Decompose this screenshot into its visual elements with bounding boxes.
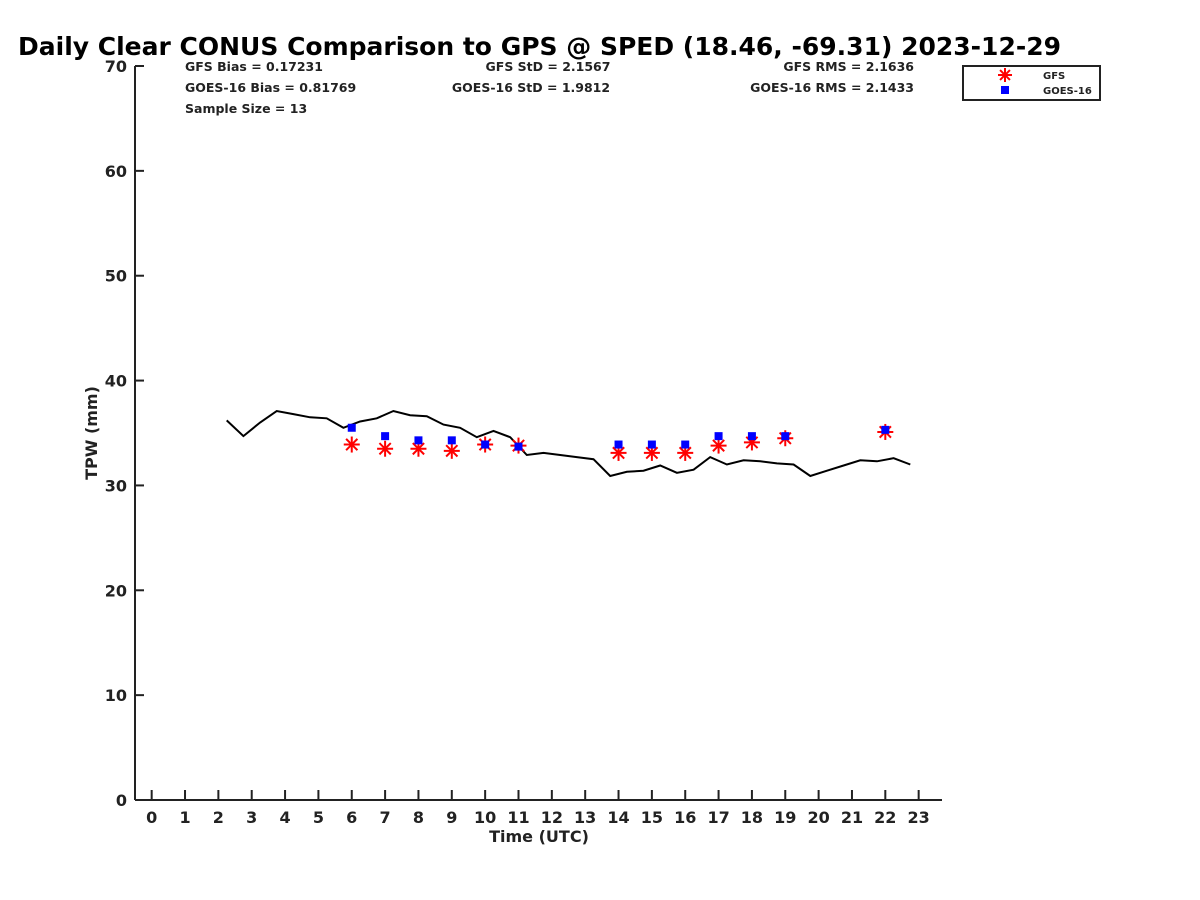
legend-gfs-asterisk — [998, 68, 1012, 82]
gfs-point — [377, 440, 394, 457]
x-tick-label: 0 — [146, 808, 157, 827]
x-tick-label: 18 — [741, 808, 763, 827]
y-tick-label: 20 — [105, 581, 127, 600]
x-tick-label: 20 — [807, 808, 829, 827]
legend-gfs-asterisk-icon — [998, 68, 1012, 82]
x-tick-label: 10 — [474, 808, 496, 827]
gfs-point — [710, 437, 727, 454]
y-tick-label: 70 — [105, 57, 127, 76]
goes-point — [414, 436, 423, 445]
y-tick-label: 30 — [105, 476, 127, 495]
chart-title: Daily Clear CONUS Comparison to GPS @ SP… — [18, 32, 1061, 61]
x-tick-label: 19 — [774, 808, 796, 827]
x-tick-label: 23 — [908, 808, 930, 827]
x-tick-label: 7 — [380, 808, 391, 827]
y-tick-label: 60 — [105, 162, 127, 181]
goes-series-points — [347, 423, 890, 451]
goes-bias-text: GOES-16 Bias = 0.81769 — [185, 80, 356, 95]
goes-point — [614, 440, 623, 449]
gps-series-line — [226, 409, 911, 478]
legend-goes-square-icon — [1001, 86, 1009, 94]
x-tick-label: 6 — [346, 808, 357, 827]
x-tick-label: 12 — [541, 808, 563, 827]
goes-point — [481, 440, 490, 449]
x-tick-label: 16 — [674, 808, 696, 827]
x-tick-label: 2 — [213, 808, 224, 827]
x-tick-label: 15 — [641, 808, 663, 827]
gfs-point — [443, 442, 460, 459]
goes-point — [514, 442, 523, 451]
x-tick-label: 4 — [279, 808, 290, 827]
goes-point — [747, 432, 756, 441]
legend-box — [962, 65, 1101, 101]
gfs-rms-text: GFS RMS = 2.1636 — [783, 59, 914, 74]
legend-gfs-label: GFS — [1043, 71, 1065, 82]
x-tick-label: 21 — [841, 808, 863, 827]
goes-point — [881, 425, 890, 434]
legend: GFS GOES-16 — [962, 65, 1101, 101]
goes-rms-text: GOES-16 RMS = 2.1433 — [750, 80, 914, 95]
x-axis-label: Time (UTC) — [489, 827, 589, 846]
legend-goes-label: GOES-16 — [1043, 86, 1092, 97]
goes-point — [714, 432, 723, 441]
x-tick-label: 1 — [179, 808, 190, 827]
goes-point — [647, 440, 656, 449]
sample-size-text: Sample Size = 13 — [185, 101, 307, 116]
plot-area — [226, 409, 911, 478]
goes-point — [347, 423, 356, 432]
y-ticks: 0 10 20 30 40 50 60 70 — [105, 57, 144, 810]
x-tick-label: 8 — [413, 808, 424, 827]
gfs-point — [643, 444, 660, 461]
gfs-std-text: GFS StD = 2.1567 — [486, 59, 611, 74]
y-tick-label: 0 — [116, 791, 127, 810]
x-tick-label: 5 — [313, 808, 324, 827]
goes-point — [381, 432, 390, 441]
statistics-panel: GFS Bias = 0.17231 GOES-16 Bias = 0.8176… — [185, 59, 914, 116]
x-tick-label: 22 — [874, 808, 896, 827]
x-tick-label: 11 — [507, 808, 529, 827]
y-axis-label: TPW (mm) — [82, 386, 101, 480]
x-tick-label: 13 — [574, 808, 596, 827]
goes-point — [681, 440, 690, 449]
goes-point — [781, 432, 790, 441]
gfs-bias-text: GFS Bias = 0.17231 — [185, 59, 323, 74]
x-tick-label: 9 — [446, 808, 457, 827]
x-tick-label: 14 — [607, 808, 629, 827]
y-tick-label: 40 — [105, 372, 127, 391]
x-tick-label: 17 — [707, 808, 729, 827]
gfs-point — [343, 436, 360, 453]
y-tick-label: 50 — [105, 267, 127, 286]
goes-std-text: GOES-16 StD = 1.9812 — [452, 80, 610, 95]
x-ticks: 0 1 2 3 4 5 6 7 8 9 10 11 12 13 14 15 16 17 18 19 20 21 22 23 — [146, 790, 930, 827]
x-tick-label: 3 — [246, 808, 257, 827]
y-tick-label: 10 — [105, 686, 127, 705]
goes-point — [447, 436, 456, 445]
